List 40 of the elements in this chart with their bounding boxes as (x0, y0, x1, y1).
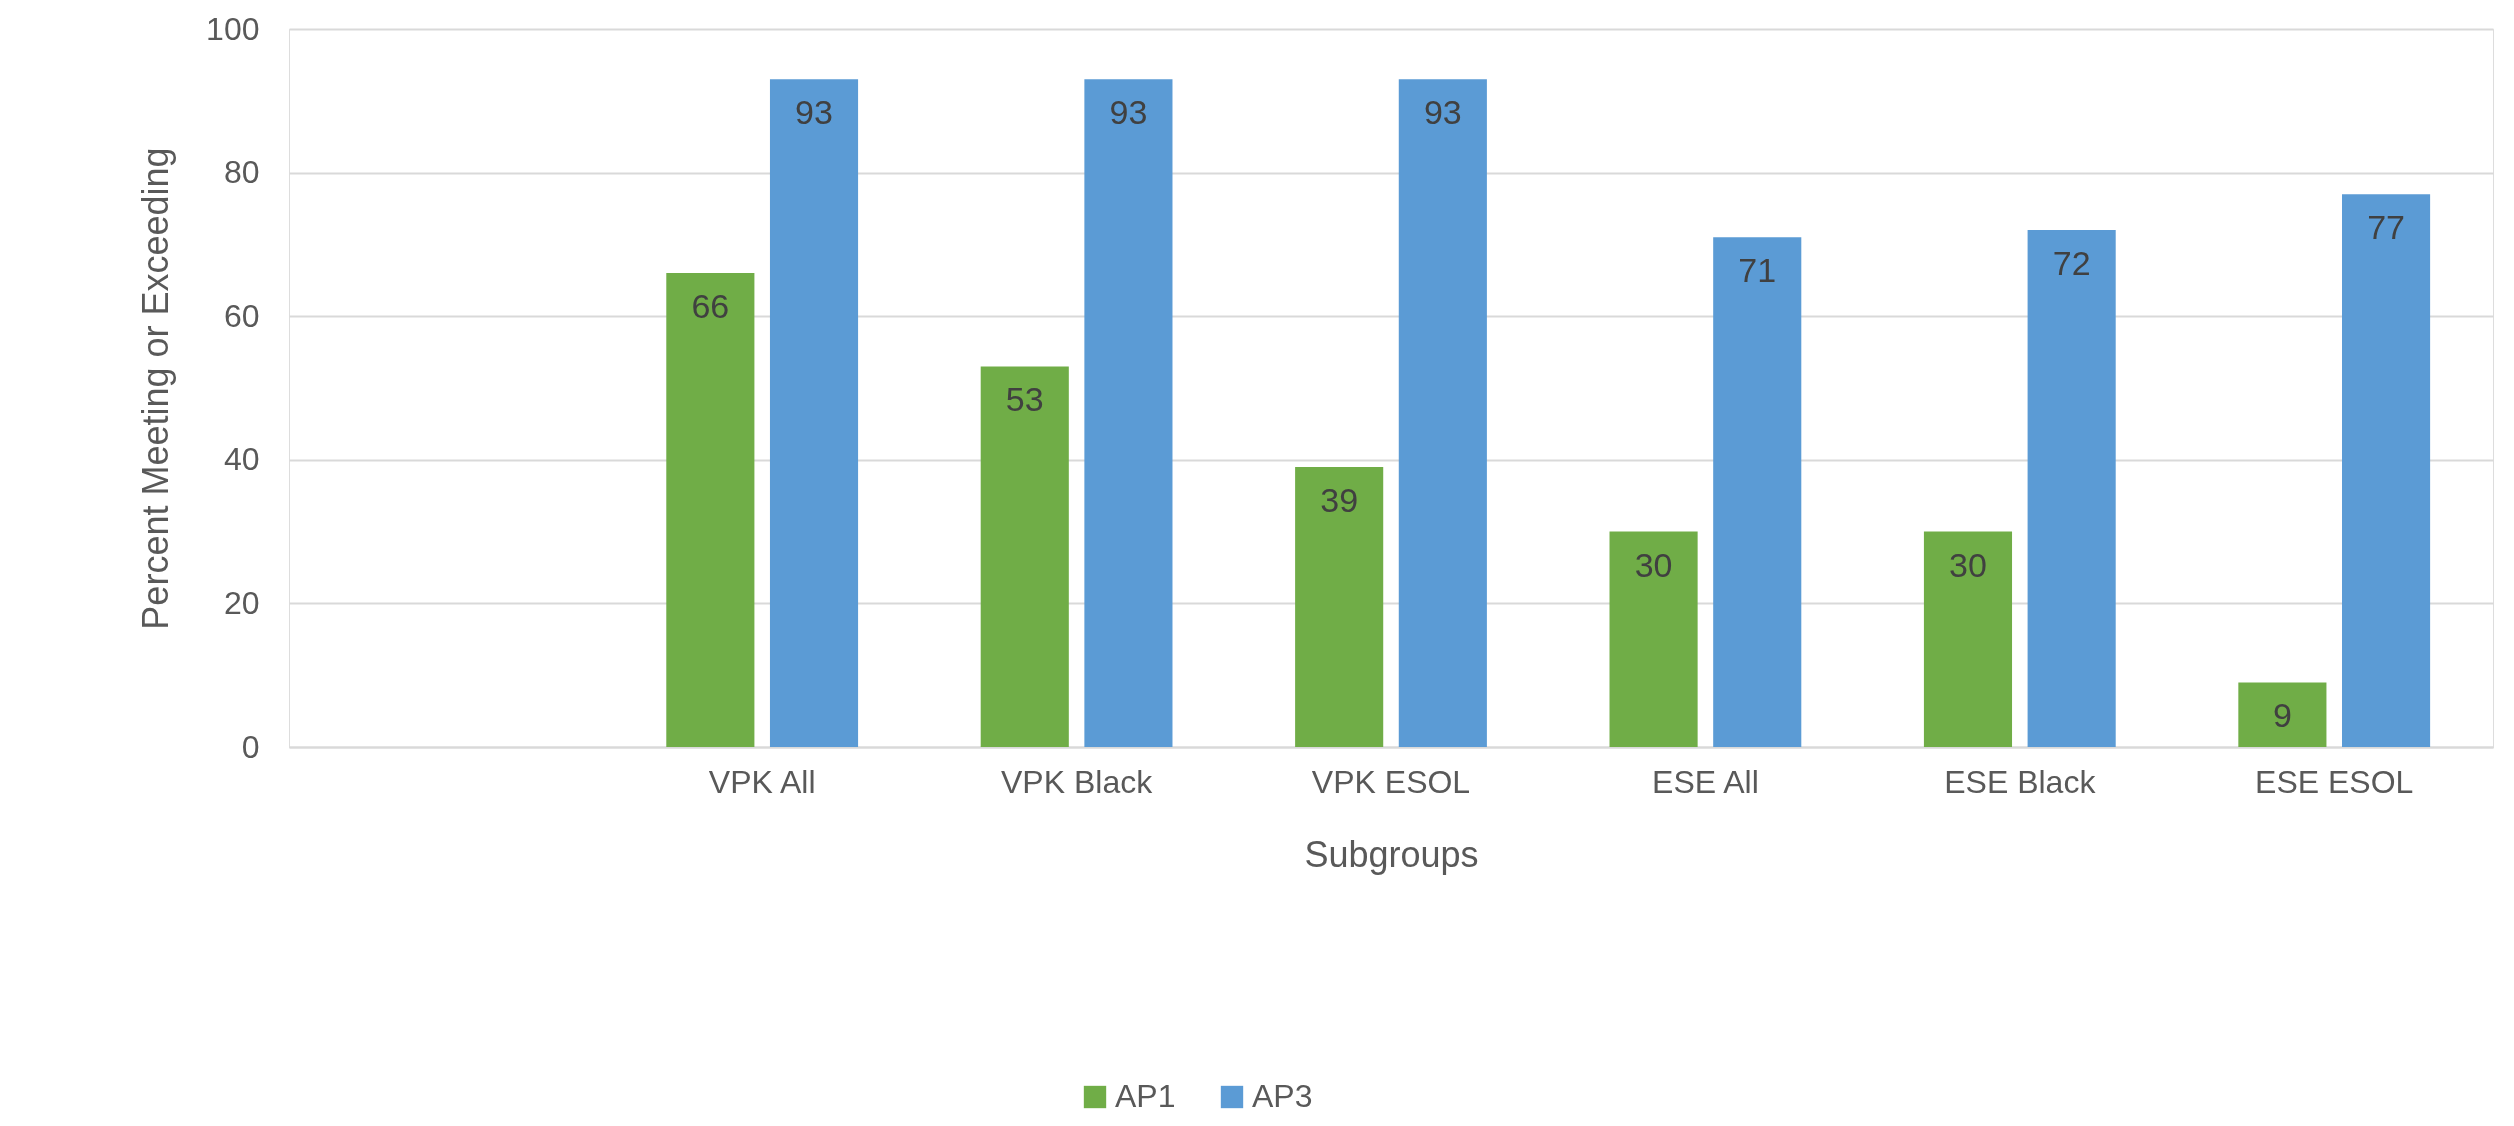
y-tick-label: 20 (223, 584, 260, 621)
data-label: 93 (1423, 93, 1462, 132)
x-tick-label: VPK Black (1001, 763, 1154, 800)
x-tick-label: ESE All (1652, 763, 1759, 800)
y-tick-label: 80 (223, 154, 260, 191)
bar (769, 79, 859, 747)
bar (1713, 237, 1802, 747)
y-tick-label: 0 (241, 728, 260, 765)
data-label: 9 (2272, 696, 2292, 735)
y-tick-label: 40 (223, 441, 260, 478)
x-tick-label: ESE ESOL (2255, 763, 2414, 800)
data-label: 30 (1634, 545, 1673, 584)
x-tick-label: VPK All (708, 763, 816, 800)
data-label: 71 (1738, 251, 1777, 290)
bar (2027, 230, 2116, 747)
bar (1295, 466, 1384, 747)
data-label: 30 (1949, 545, 1987, 584)
bar (1398, 79, 1487, 747)
x-tick-label: ESE Black (1944, 763, 2097, 800)
y-tick-label: 100 (206, 10, 260, 47)
x-tick-label: VPK ESOL (1311, 763, 1471, 800)
data-label: 93 (795, 93, 833, 132)
bar (2342, 194, 2431, 747)
data-label: 66 (691, 287, 730, 326)
legend-label: AP1 (1115, 1078, 1176, 1114)
data-label: 93 (1109, 93, 1148, 132)
y-tick-label: 60 (223, 297, 260, 334)
data-label: 72 (2052, 244, 2091, 283)
x-axis-title: Subgroups (1304, 833, 1479, 875)
bar (1923, 531, 2013, 747)
bar (2238, 682, 2327, 747)
bar (980, 366, 1069, 747)
bar (666, 273, 755, 747)
data-label: 53 (1005, 380, 1044, 419)
data-label: 77 (2367, 208, 2405, 247)
data-label: 39 (1320, 480, 1359, 519)
bar (1084, 79, 1173, 747)
legend-label: AP3 (1252, 1078, 1313, 1114)
bar (1609, 531, 1698, 747)
y-axis-title: Percent Meeting or Exceeding (135, 147, 177, 630)
